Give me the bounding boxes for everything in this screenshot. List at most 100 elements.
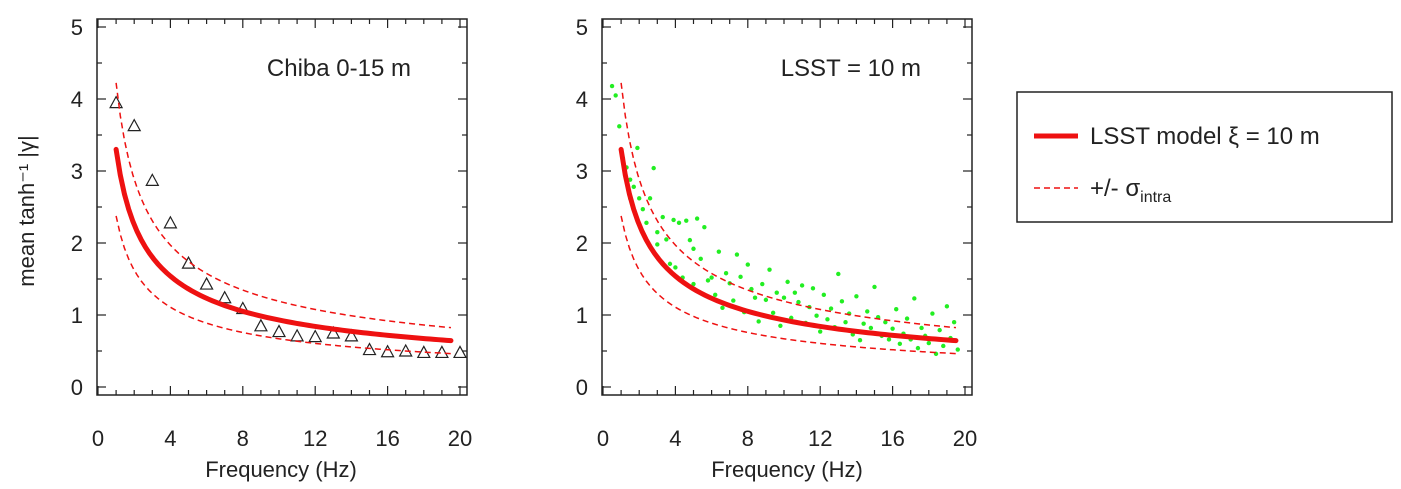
right-y-tick-label: 4 — [576, 87, 588, 112]
right-data-point — [655, 242, 660, 247]
right-data-point — [752, 295, 758, 300]
right-data-point — [955, 347, 960, 352]
right-data-point — [785, 279, 790, 285]
right-data-point — [609, 83, 615, 89]
right-x-tick-label: 12 — [808, 426, 832, 451]
right-x-tick-label: 20 — [953, 426, 977, 451]
right-upper-sigma-curve — [620, 82, 957, 329]
left-x-tick-label: 8 — [237, 426, 249, 451]
right-data-point — [694, 216, 700, 221]
left-data-point — [308, 329, 323, 343]
right-data-point — [770, 310, 776, 316]
left-y-tick-label: 5 — [71, 15, 83, 40]
left-data-point — [163, 215, 178, 229]
right-x-tick-label: 0 — [597, 426, 609, 451]
right-data-point — [702, 224, 707, 230]
right-data-point — [713, 292, 718, 298]
right-data-point — [941, 343, 946, 349]
right-x-tick-label: 8 — [742, 426, 754, 451]
left-data-point — [127, 118, 142, 132]
right-model-curve — [618, 146, 959, 344]
right-data-point — [671, 217, 676, 223]
right-data-point — [792, 290, 798, 295]
right-data-point — [828, 306, 834, 311]
right-data-point — [836, 271, 841, 277]
right-data-point — [617, 124, 622, 129]
right-data-point — [763, 297, 769, 303]
right-y-tick-label: 0 — [576, 375, 588, 400]
right-x-tick-label: 4 — [669, 426, 681, 451]
right-y-tick-label: 3 — [576, 159, 588, 184]
right-data-point — [756, 319, 761, 324]
left-data-point — [362, 342, 377, 356]
right-data-point — [720, 305, 725, 310]
right-data-point — [698, 256, 703, 262]
right-data-point — [684, 218, 689, 223]
right-data-point — [843, 320, 848, 325]
right-data-point — [709, 275, 714, 280]
right-data-point — [667, 261, 673, 267]
legend-sigma-label: +/- σintra — [1090, 175, 1171, 206]
right-data-point — [676, 220, 682, 226]
right-data-point — [821, 292, 827, 298]
left-data-point — [380, 344, 395, 358]
right-panel-annotation: LSST = 10 m — [781, 55, 921, 82]
right-data-point — [691, 246, 696, 251]
left-y-axis-title: mean tanh⁻¹ |γ| — [14, 135, 39, 286]
right-data-point — [778, 323, 783, 328]
right-data-point — [890, 326, 895, 331]
right-data-point — [705, 278, 711, 283]
right-data-point — [886, 337, 892, 342]
legend-sigma-label-main: +/- σ — [1090, 175, 1140, 202]
right-data-point — [868, 325, 874, 331]
left-data-point — [271, 324, 287, 338]
left-data-point — [344, 328, 359, 342]
right-data-point — [796, 299, 801, 305]
right-data-point — [799, 283, 805, 288]
right-data-point — [951, 320, 957, 325]
left-y-tick-label: 1 — [71, 303, 83, 328]
left-x-axis-title: Frequency (Hz) — [205, 457, 357, 482]
left-chart-panel: mean tanh⁻¹ |γ| Frequency (Hz) Chiba 0-1… — [14, 15, 472, 482]
left-data-point — [199, 276, 214, 290]
left-data-point — [181, 255, 196, 269]
left-x-tick-label: 20 — [448, 426, 472, 451]
right-data-point — [926, 340, 931, 346]
left-y-tick-label: 2 — [71, 231, 83, 256]
legend-sigma-subscript: intra — [1140, 189, 1171, 206]
right-data-point — [781, 295, 787, 300]
right-data-point — [897, 341, 903, 346]
right-data-point — [644, 220, 649, 226]
left-x-tick-label: 4 — [164, 426, 176, 451]
left-x-tick-label: 16 — [375, 426, 399, 451]
legend-model-label: LSST model ξ = 10 m — [1090, 123, 1320, 150]
right-data-point — [883, 320, 888, 325]
legend-box — [1016, 91, 1393, 223]
right-data-point — [861, 321, 866, 326]
left-data-point — [326, 325, 341, 339]
right-data-point — [915, 345, 921, 351]
right-data-point — [919, 325, 924, 331]
right-data-point — [664, 237, 669, 242]
right-data-point — [839, 299, 845, 304]
right-data-point — [723, 271, 729, 276]
left-panel-annotation: Chiba 0-15 m — [267, 55, 411, 82]
right-data-point — [825, 317, 830, 322]
left-data-point — [145, 173, 160, 186]
right-data-point — [749, 286, 754, 292]
right-data-point — [894, 307, 899, 312]
left-lower-sigma-curve — [115, 215, 451, 355]
left-data-point — [217, 290, 232, 304]
legend: LSST model ξ = 10 m +/- σintra — [1016, 91, 1393, 223]
right-data-point — [640, 206, 646, 212]
left-x-tick-label: 0 — [92, 426, 104, 451]
right-data-point — [691, 281, 696, 287]
right-data-point — [673, 265, 678, 270]
right-lower-sigma-curve — [620, 215, 956, 355]
left-data-point — [253, 318, 268, 332]
right-data-point — [865, 309, 870, 314]
left-x-tick-label: 12 — [303, 426, 327, 451]
right-y-tick-label: 5 — [576, 15, 588, 40]
right-data-point — [857, 338, 863, 343]
